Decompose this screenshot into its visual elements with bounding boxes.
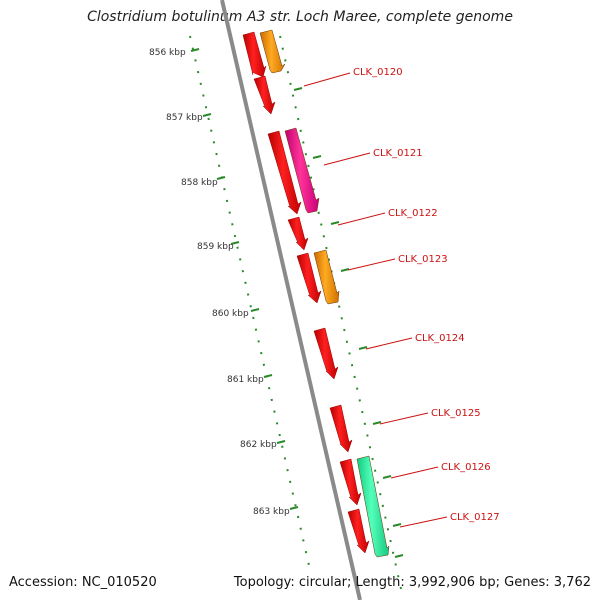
kbp-label: 861 kbp [227, 375, 264, 385]
gene-arrow [267, 130, 302, 215]
gene-ticks [293, 87, 404, 558]
gene-arrow [347, 508, 370, 554]
gene-arrow-green [356, 455, 390, 558]
gene-arrow-magenta [284, 127, 320, 214]
gene-arrow [339, 458, 362, 506]
gene-label: CLK_0124 [415, 333, 465, 344]
gene-arrow [287, 216, 309, 251]
gene-label: CLK_0125 [431, 408, 481, 419]
leader-lines [303, 72, 448, 528]
kbp-label: 860 kbp [212, 309, 249, 319]
gene-arrow-orange [313, 249, 340, 305]
gene-arrow [329, 404, 353, 453]
gene-arrow [242, 31, 267, 78]
topology-summary: Topology: circular; Length: 3,992,906 bp… [233, 575, 591, 590]
genome-backbone [220, 0, 362, 600]
accession-text: Accession: NC_010520 [9, 575, 157, 590]
gene-label: CLK_0123 [398, 254, 448, 265]
gene-label: CLK_0122 [388, 208, 438, 219]
kbp-label: 856 kbp [149, 48, 186, 58]
ruler-track-left [189, 35, 311, 571]
gene-arrows [242, 31, 370, 554]
gene-arrow [296, 252, 322, 304]
gene-arrows-right [259, 29, 390, 558]
map-title: Clostridium botulinum A3 str. Loch Maree… [87, 9, 513, 25]
gene-label: CLK_0126 [441, 462, 491, 473]
kbp-label: 862 kbp [240, 440, 277, 450]
gene-arrow-orange [259, 29, 286, 74]
kbp-label: 863 kbp [253, 507, 290, 517]
gene-arrow [253, 75, 276, 115]
kbp-label: 857 kbp [166, 113, 203, 123]
kbp-label: 858 kbp [181, 178, 218, 188]
gene-label: CLK_0127 [450, 512, 500, 523]
gene-arrow [313, 327, 339, 380]
kbp-label: 859 kbp [197, 242, 234, 252]
gene-label: CLK_0120 [353, 67, 403, 78]
gene-label: CLK_0121 [373, 148, 423, 159]
kbp-ticks [190, 48, 299, 510]
